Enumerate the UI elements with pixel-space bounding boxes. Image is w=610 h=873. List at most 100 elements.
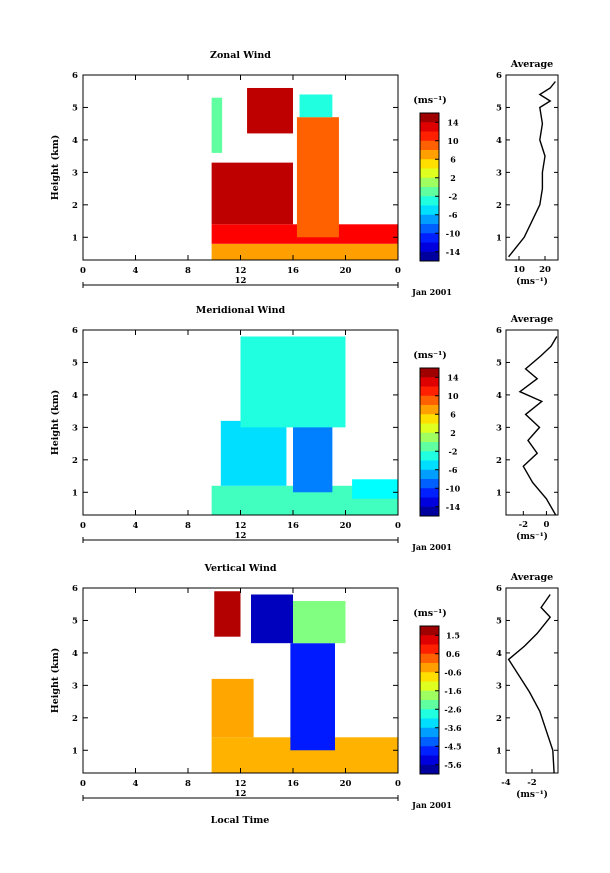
colorbar-swatch	[420, 746, 439, 756]
colorbar-swatch	[420, 242, 439, 253]
average-x-tick-label: 10	[513, 265, 525, 275]
colorbar-tick-label: -6	[449, 210, 458, 220]
heat-region	[247, 87, 293, 134]
y-tick-label: 4	[72, 391, 78, 401]
y-tick-label: 2	[72, 714, 78, 724]
average-x-tick-label: 20	[539, 265, 551, 275]
colorbar-tick-label: -10	[446, 228, 461, 238]
y-tick-label: 5	[72, 616, 78, 626]
y-tick-label: 3	[72, 681, 78, 691]
x-tick-label: 0	[395, 779, 401, 789]
heat-region	[251, 594, 293, 644]
average-title: Average	[510, 59, 553, 70]
colorbar-tick-label: 10	[447, 136, 459, 146]
colorbar-swatch	[420, 405, 439, 415]
y-axis-label: Height (km)	[50, 135, 61, 201]
colorbar-swatch	[420, 506, 439, 517]
x-tick-label: 8	[185, 779, 191, 789]
x-tick-label: 16	[287, 779, 299, 789]
date-label: Jan 2001	[411, 542, 452, 552]
y-axis-label: Height (km)	[50, 648, 61, 714]
y-tick-label: 6	[72, 326, 78, 336]
x-tick-label: 20	[340, 266, 352, 276]
colorbar-swatch	[420, 432, 439, 443]
x-tick-label: 16	[287, 521, 299, 531]
y-tick-label: 5	[72, 103, 78, 113]
colorbar-tick-label: -6	[449, 465, 458, 475]
y-tick-label: 1	[72, 488, 78, 498]
colorbar-tick-label: -1.6	[444, 686, 462, 696]
colorbar-swatch	[420, 395, 439, 406]
x-tick-label: 8	[185, 521, 191, 531]
y-axis-label: Height (km)	[50, 390, 61, 456]
colorbar-swatch	[420, 140, 439, 151]
average-x-tick-label: -2	[519, 520, 529, 530]
y-tick-label: 2	[72, 456, 78, 466]
colorbar-swatch	[420, 672, 439, 682]
colorbar-tick-label: 2	[450, 173, 456, 183]
heat-region	[293, 600, 346, 644]
average-unit: (ms⁻¹)	[516, 276, 548, 287]
average-y-tick-label: 2	[496, 714, 502, 724]
x-axis-label: Local Time	[211, 815, 270, 826]
colorbar-swatch	[420, 681, 439, 692]
colorbar-swatch	[420, 423, 439, 434]
average-profile-line	[508, 81, 556, 258]
average-y-tick-label: 5	[496, 358, 502, 368]
colorbar-swatch	[420, 451, 439, 461]
average-title: Average	[510, 314, 553, 325]
colorbar-swatch	[420, 159, 439, 169]
colorbar-swatch	[420, 764, 439, 775]
date-label: Jan 2001	[411, 287, 452, 297]
colorbar-swatch	[420, 113, 439, 123]
colorbar-swatch	[420, 635, 439, 645]
colorbar-frame	[419, 112, 440, 262]
heat-region	[211, 678, 254, 738]
x-tick-label: 0	[80, 779, 86, 789]
panel-title: Meridional Wind	[196, 305, 286, 316]
colorbar-tick-label: -2.6	[444, 704, 462, 714]
average-y-tick-label: 2	[496, 201, 502, 211]
y-tick-label: 4	[72, 649, 78, 659]
heat-region	[220, 420, 287, 486]
x-tick-label: 12	[235, 266, 247, 276]
colorbar-tick-label: -3.6	[444, 723, 462, 733]
colorbar-tick-label: -2	[449, 191, 458, 201]
x-tick-label: 16	[287, 266, 299, 276]
x-tick-label: 4	[133, 521, 139, 531]
colorbar-swatch	[420, 196, 439, 206]
date-label: Jan 2001	[411, 800, 452, 810]
colorbar-swatch	[420, 690, 439, 701]
colorbar-tick-label: 1.5	[446, 630, 460, 640]
colorbar-tick-label: -0.6	[444, 667, 462, 677]
average-y-tick-label: 1	[496, 488, 502, 498]
colorbar-unit: (ms⁻¹)	[413, 350, 447, 361]
x-tick-label: 0	[80, 521, 86, 531]
y-tick-label: 2	[72, 201, 78, 211]
average-frame	[505, 329, 559, 516]
average-y-tick-label: 4	[496, 136, 502, 146]
x-tick-label: 0	[395, 266, 401, 276]
average-y-tick-label: 6	[496, 71, 502, 81]
colorbar-tick-label: 6	[450, 409, 456, 419]
colorbar-swatch	[420, 497, 439, 508]
colorbar-swatch	[420, 414, 439, 424]
colorbar-swatch	[420, 700, 439, 710]
colorbar-swatch	[420, 214, 439, 225]
heat-region	[352, 479, 398, 499]
colorbar-unit: (ms⁻¹)	[413, 608, 447, 619]
colorbar-tick-label: 10	[447, 391, 459, 401]
colorbar-swatch	[420, 150, 439, 160]
y-tick-label: 6	[72, 71, 78, 81]
colorbar-swatch	[420, 479, 439, 489]
x-tick-label: 4	[133, 266, 139, 276]
colorbar-swatch	[420, 187, 439, 197]
x-tick-label: 20	[340, 521, 352, 531]
colorbar-swatch	[420, 251, 439, 262]
day-label: 12	[235, 531, 247, 541]
x-tick-label: 0	[80, 266, 86, 276]
heat-region	[240, 336, 346, 428]
colorbar-swatch	[420, 377, 439, 387]
average-y-tick-label: 2	[496, 456, 502, 466]
colorbar-swatch	[420, 709, 439, 719]
